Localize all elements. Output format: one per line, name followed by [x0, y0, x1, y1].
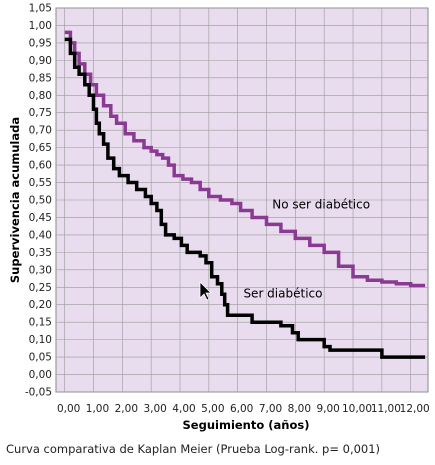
- y-tick-label: 0,40: [29, 229, 52, 241]
- series-line: [64, 37, 426, 359]
- x-tick-label: 1,00: [86, 403, 109, 415]
- y-tick-label: 0,00: [29, 369, 52, 381]
- y-tick-label: 0,35: [29, 247, 52, 259]
- x-tick-label: 0,00: [57, 403, 80, 415]
- x-tick-label: 3,00: [143, 403, 166, 415]
- y-tick-label: 0,20: [29, 299, 52, 311]
- x-tick-label: 9,00: [316, 403, 339, 415]
- y-tick-label: 0,60: [29, 160, 52, 172]
- series-annotation: Ser diabético: [243, 287, 322, 301]
- tick-labels: -0,05 0,00 0,05 0,10 0,15 0,20 0,25 0,30 0,35 0,4…: [25, 3, 430, 416]
- y-axis-title: Supervivencia acumulada: [8, 117, 22, 283]
- x-tick-label: 12,00: [400, 403, 430, 415]
- y-tick-label: 0,75: [29, 107, 52, 119]
- y-tick-label: 0,30: [29, 264, 52, 276]
- series-annotations: No ser diabético Ser diabético: [243, 198, 370, 301]
- y-tick-label: 0,65: [29, 142, 52, 154]
- x-tick-label: 10,00: [342, 403, 372, 415]
- y-tick-label: -0,05: [25, 387, 52, 399]
- y-tick-label: 0,55: [29, 177, 52, 189]
- x-tick-label: 6,00: [230, 403, 253, 415]
- x-axis-title: Seguimiento (años): [183, 418, 310, 432]
- y-tick-label: 0,45: [29, 212, 52, 224]
- y-tick-label: 0,25: [29, 282, 52, 294]
- y-tick-label: 0,95: [29, 37, 52, 49]
- x-tick-label: 8,00: [288, 403, 311, 415]
- series-annotation: No ser diabético: [272, 198, 370, 212]
- x-tick-label: 7,00: [259, 403, 282, 415]
- y-tick-label: 0,15: [29, 317, 52, 329]
- kaplan-meier-chart: -0,05 0,00 0,05 0,10 0,15 0,20 0,25 0,30 0,35 0,4…: [8, 3, 430, 433]
- y-tick-label: 0,70: [29, 125, 52, 137]
- x-tick-label: 11,00: [371, 403, 401, 415]
- x-tick-label: 5,00: [201, 403, 224, 415]
- series-group: [64, 30, 426, 359]
- y-tick-label: 0,80: [29, 90, 52, 102]
- mouse-cursor-icon: [199, 281, 212, 301]
- series-line: [64, 30, 426, 288]
- y-tick-label: 1,00: [29, 20, 52, 32]
- y-tick-label: 0,85: [29, 72, 52, 84]
- y-tick-label: 0,10: [29, 334, 52, 346]
- y-tick-label: 0,05: [29, 352, 52, 364]
- y-tick-label: 0,90: [29, 55, 52, 67]
- y-tick-label: 1,05: [29, 3, 52, 15]
- grid-lines: [56, 7, 428, 393]
- y-tick-label: 0,50: [29, 195, 52, 207]
- x-tick-label: 2,00: [115, 403, 138, 415]
- x-tick-label: 4,00: [172, 403, 195, 415]
- figure-caption: Curva comparativa de Kaplan Meier (Prueb…: [6, 442, 381, 456]
